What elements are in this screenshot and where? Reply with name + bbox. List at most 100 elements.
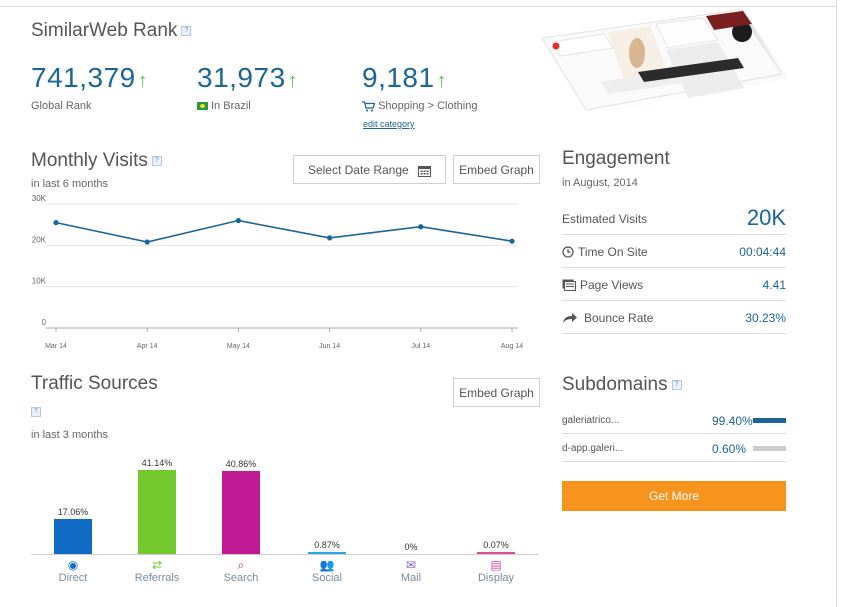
category-label: Display [477,572,515,584]
subdomain-percent: 99.40% [712,414,753,428]
country-rank-value: 31,973 ↑ [197,62,298,94]
select-date-range-button[interactable]: Select Date Range [293,155,446,184]
bar [477,552,515,554]
x-tick-label: May 14 [227,343,250,350]
page-views-value: 4.41 [762,278,786,292]
help-icon[interactable]: ? [181,25,192,36]
global-rank-value: 741,379 ↑ [31,62,148,94]
category-label: Direct [58,572,88,584]
brazil-flag-icon [197,102,208,111]
data-point [144,239,150,245]
global-rank-label: Global Rank [31,100,92,112]
arrows-icon: ⇄ [151,558,163,572]
help-icon[interactable]: ? [151,155,162,166]
category-label: Search [223,572,259,584]
subdomain-share-bar [753,446,786,451]
display-icon: ▤ [490,558,502,572]
cart-icon [362,100,376,112]
data-point [235,217,241,224]
rank-title-text: SimilarWeb Rank [31,20,178,41]
data-point [327,235,333,241]
help-icon[interactable]: ? [671,379,682,390]
rank-title: SimilarWeb Rank? [31,20,192,42]
category-rank-number: 9,181 [362,62,435,93]
bar [222,470,260,554]
bar-value-label: 0.07% [483,540,509,550]
edit-category-link[interactable]: edit category [363,119,415,129]
embed-graph-button[interactable]: Embed Graph [453,155,540,184]
frame-top-border [0,6,837,7]
time-on-site-row: Time On Site 00:04:44 [562,235,786,268]
pages-icon [562,279,576,291]
subdomain-name: d-app.galeri... [562,443,624,454]
category-label: Social [312,572,342,584]
page-views-label: Page Views [562,278,643,292]
up-arrow-icon: ↑ [137,70,149,92]
visits-line [55,219,513,243]
subdomains-title-text: Subdomains [562,374,668,395]
bounce-rate-label: Bounce Rate [562,311,653,325]
traffic-sources-title: Traffic Sources [31,373,158,394]
engagement-subtitle: in August, 2014 [562,177,638,189]
subdomain-row[interactable]: galeriatrico... 99.40% [562,406,786,434]
global-rank-number: 741,379 [31,62,136,93]
bar [54,519,92,554]
monthly-visits-chart: 0 10K 20K 30K Mar 14 Apr 14 May 14 Jun 14 Jul 14… [32,194,523,350]
category-name: Shopping > Clothing [378,100,478,112]
people-icon: 👥 [319,558,335,572]
estimated-visits-row: Estimated Visits 20K [562,202,786,235]
time-on-site-text: Time On Site [578,245,648,259]
up-arrow-icon: ↑ [287,70,299,92]
data-point [418,224,424,230]
bar-value-label: 0.87% [314,540,340,550]
website-preview-image [541,10,788,120]
bounce-arrow-icon [563,313,577,323]
estimated-visits-value: 20K [746,205,786,230]
data-point [509,238,515,244]
page-views-text: Page Views [580,278,644,292]
country-rank-number: 31,973 [197,62,286,93]
x-tick-label: Apr 14 [137,343,158,350]
get-more-button[interactable]: Get More [562,481,786,511]
category-rank-value: 9,181 ↑ [362,62,447,94]
subdomain-percent: 0.60% [712,442,747,456]
page-views-row: Page Views 4.41 [562,268,786,301]
time-on-site-label: Time On Site [562,245,648,259]
monthly-visits-title-text: Monthly Visits [31,150,148,171]
time-on-site-value: 00:04:44 [739,245,786,259]
mail-icon: ✉ [405,558,417,572]
category-label: Referrals [134,572,180,584]
x-tick-label: Aug 14 [501,343,523,350]
country-rank-label: In Brazil [197,100,251,112]
embed-graph-button[interactable]: Embed Graph [453,378,540,407]
x-tick-label: Jul 14 [411,343,430,350]
subdomain-name: galeriatrico... [562,415,620,426]
bar [308,552,346,554]
y-tick-label: 20K [32,235,47,244]
subdomains-title: Subdomains? [562,374,682,396]
monthly-visits-subtitle: in last 6 months [31,178,109,190]
category-rank-label: Shopping > Clothing [362,100,477,112]
bar-value-label: 0% [404,542,418,552]
estimated-visits-label: Estimated Visits [562,212,648,226]
bounce-rate-text: Bounce Rate [584,311,654,325]
data-point [53,220,59,226]
frame-right-border [836,0,837,607]
x-tick-label: Jun 14 [319,343,340,350]
help-icon[interactable]: ? [31,407,41,417]
monthly-visits-title: Monthly Visits? [31,150,162,172]
bar [138,470,176,554]
search-icon: ⌕ [237,558,245,572]
up-arrow-icon: ↑ [436,70,448,92]
clock-icon [562,246,574,258]
bar-value-label: 41.14% [141,458,173,468]
y-tick-label: 0 [42,318,47,327]
target-icon: ◉ [67,558,79,572]
bar-value-label: 17.06% [57,507,89,518]
category-label: Mail [400,572,422,584]
subdomain-share-bar [753,418,786,423]
bar-value-label: 40.86% [225,458,257,469]
select-date-range-label: Select Date Range [307,163,409,177]
subdomain-row[interactable]: d-app.galeri... 0.60% [562,434,786,462]
traffic-sources-subtitle: in last 3 months [31,429,109,441]
